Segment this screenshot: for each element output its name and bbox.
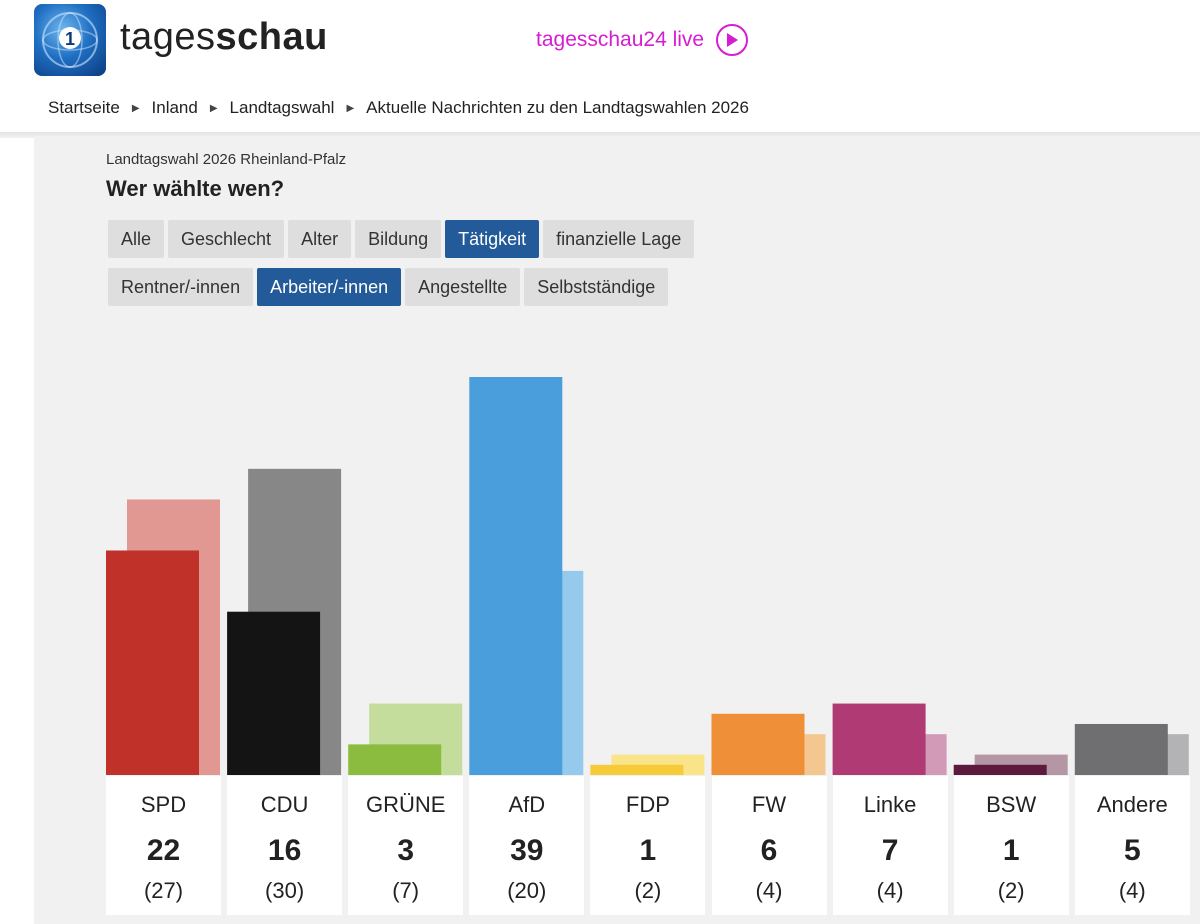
brand-bold: schau xyxy=(215,16,328,58)
party-card-fdp: FDP 1 (2) xyxy=(590,776,706,915)
bar-current-fw xyxy=(711,713,805,775)
play-icon[interactable] xyxy=(716,24,749,56)
tab-alle[interactable]: Alle xyxy=(108,220,165,258)
chevron-right-icon: ▶ xyxy=(209,102,218,114)
party-value: 16 xyxy=(267,834,302,867)
breadcrumb-startseite[interactable]: Startseite xyxy=(48,98,120,117)
live-stream-link[interactable]: tagesschau24 live xyxy=(536,22,749,58)
breadcrumb-inland[interactable]: Inland xyxy=(151,98,198,117)
party-previous-value: (4) xyxy=(755,878,783,903)
tab-finanzielle-lage[interactable]: finanzielle Lage xyxy=(543,220,695,258)
party-card-cdu: CDU 16 (30) xyxy=(227,776,343,915)
party-name: Andere xyxy=(1096,792,1168,817)
party-value: 3 xyxy=(397,834,415,867)
tab-taetigkeit[interactable]: Tätigkeit xyxy=(445,220,540,258)
tab-angestellte[interactable]: Angestellte xyxy=(405,268,521,306)
tab-selbststaendige[interactable]: Selbstständige xyxy=(524,268,669,306)
tagesschau-logo[interactable]: 1 xyxy=(34,4,106,76)
party-name: Linke xyxy=(863,792,917,817)
party-previous-value: (4) xyxy=(876,878,904,903)
breadcrumb-landtagswahl[interactable]: Landtagswahl xyxy=(229,98,335,117)
bar-current-bsw xyxy=(953,764,1047,775)
svg-text:1: 1 xyxy=(65,29,75,49)
party-previous-value: (27) xyxy=(143,878,184,903)
tab-arbeiter[interactable]: Arbeiter/-innen xyxy=(257,268,402,306)
party-card-gr-ne: GRÜNE 3 (7) xyxy=(348,776,464,915)
live-label: tagesschau24 live xyxy=(536,28,705,51)
party-name: FDP xyxy=(625,792,670,817)
tab-geschlecht[interactable]: Geschlecht xyxy=(168,220,285,258)
bar-current-linke xyxy=(832,703,926,775)
breadcrumb-current[interactable]: Aktuelle Nachrichten zu den Landtagswahl… xyxy=(366,98,749,117)
party-name: CDU xyxy=(260,792,309,817)
party-card-bsw: BSW 1 (2) xyxy=(953,776,1069,915)
party-previous-value: (4) xyxy=(1118,878,1146,903)
globe-icon: 1 xyxy=(42,12,98,68)
party-value: 1 xyxy=(1002,834,1020,867)
chart-subtitle: Landtagswahl 2026 Rheinland-Pfalz xyxy=(106,151,347,168)
party-value: 39 xyxy=(510,834,544,867)
party-previous-value: (20) xyxy=(507,878,547,903)
header-divider xyxy=(0,132,1200,138)
party-card-andere: Andere 5 (4) xyxy=(1074,776,1190,915)
bar-current-gr-ne xyxy=(348,744,442,775)
chart-title: Wer wählte wen? xyxy=(106,176,285,201)
tab-alter[interactable]: Alter xyxy=(288,220,352,258)
party-value: 6 xyxy=(760,834,778,867)
party-name: SPD xyxy=(140,792,187,817)
party-card-spd: SPD 22 (27) xyxy=(106,776,221,915)
party-name: FW xyxy=(751,792,787,817)
bar-current-andere xyxy=(1074,723,1168,775)
party-previous-value: (2) xyxy=(634,878,662,903)
chevron-right-icon: ▶ xyxy=(346,102,355,114)
tab-bildung[interactable]: Bildung xyxy=(355,220,442,258)
party-previous-value: (2) xyxy=(997,878,1025,903)
bar-current-spd xyxy=(106,550,199,775)
party-card-linke: Linke 7 (4) xyxy=(832,776,948,915)
party-previous-value: (7) xyxy=(392,878,420,903)
bar-current-fdp xyxy=(590,764,684,775)
party-value: 1 xyxy=(639,834,657,867)
site-header: 1 tagesschau tagesschau24 live Startseit… xyxy=(0,0,1200,132)
party-card-fw: FW 6 (4) xyxy=(711,776,827,915)
party-name: AfD xyxy=(508,792,546,817)
party-value: 5 xyxy=(1123,834,1141,867)
party-previous-value: (30) xyxy=(265,878,305,903)
chevron-right-icon: ▶ xyxy=(131,102,140,114)
brand-name[interactable]: tagesschau xyxy=(120,16,328,59)
party-name: GRÜNE xyxy=(365,792,446,817)
brand-regular: tages xyxy=(120,16,216,58)
breadcrumb: Startseite ▶ Inland ▶ Landtagswahl ▶ Akt… xyxy=(48,98,749,118)
bar-current-cdu xyxy=(227,611,321,775)
tab-rentner[interactable]: Rentner/-innen xyxy=(108,268,254,306)
party-name: BSW xyxy=(986,792,1037,817)
party-value: 7 xyxy=(881,834,899,867)
filter-tabs-subcategory: Rentner/-innen Arbeiter/-innen Angestell… xyxy=(108,268,669,306)
bar-current-afd xyxy=(469,377,563,775)
filter-tabs-category: Alle Geschlecht Alter Bildung Tätigkeit … xyxy=(108,220,695,258)
party-card-afd: AfD 39 (20) xyxy=(469,776,585,915)
party-value: 22 xyxy=(146,834,181,867)
